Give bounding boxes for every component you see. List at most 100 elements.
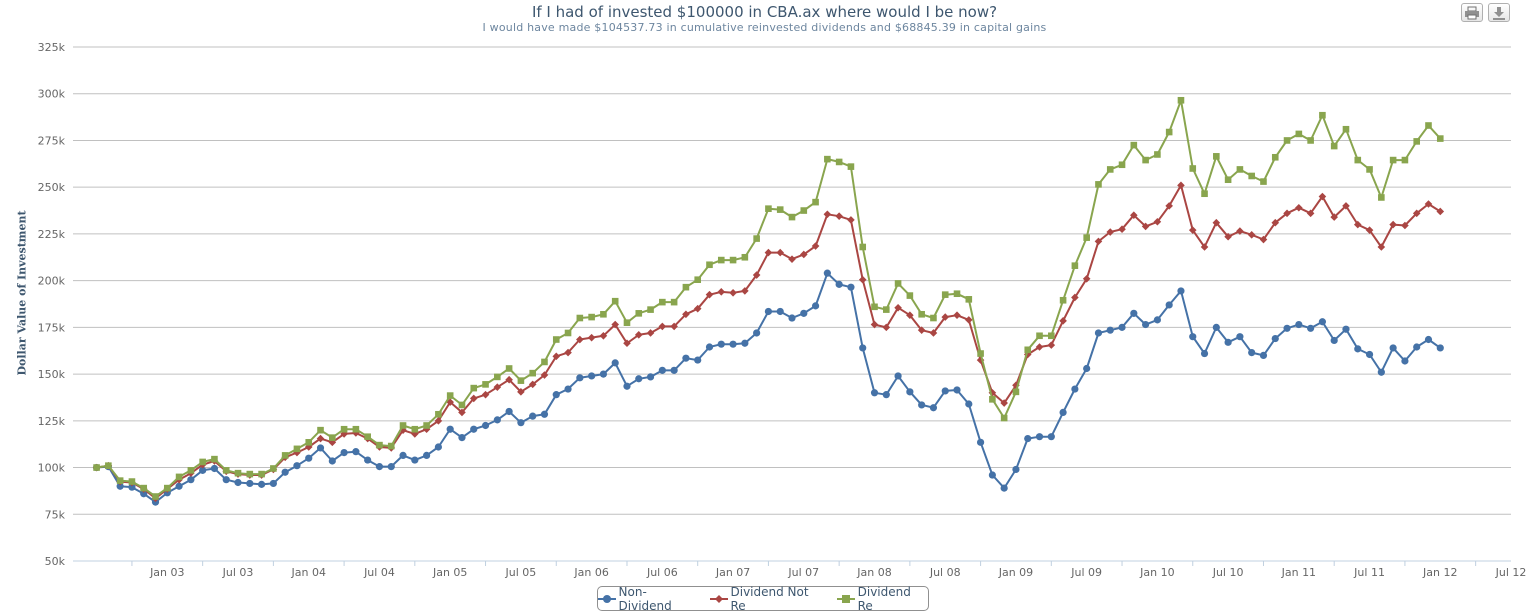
data-point xyxy=(469,394,478,403)
data-point xyxy=(1307,324,1315,332)
data-point xyxy=(1130,309,1138,317)
data-point xyxy=(116,477,124,484)
print-button[interactable] xyxy=(1461,3,1483,22)
data-point xyxy=(918,310,925,318)
data-point xyxy=(741,339,749,347)
legend-item-dividend-re[interactable]: Dividend Re xyxy=(837,585,928,613)
data-point xyxy=(1236,227,1244,235)
data-point xyxy=(364,433,371,441)
data-point xyxy=(1047,433,1055,441)
legend-item-non-dividend[interactable]: Non-Dividend xyxy=(598,585,698,613)
data-point xyxy=(1082,274,1091,283)
data-point xyxy=(1118,225,1126,234)
data-point xyxy=(1236,333,1244,341)
data-point xyxy=(717,288,726,296)
data-point xyxy=(953,311,961,320)
circle-marker-icon xyxy=(598,594,616,603)
data-point xyxy=(1436,344,1444,352)
data-point xyxy=(270,465,277,472)
data-point xyxy=(541,358,548,366)
data-point xyxy=(776,206,784,213)
data-point xyxy=(411,430,419,438)
data-point xyxy=(1035,433,1044,441)
data-point xyxy=(540,371,549,379)
legend-label: Dividend Not Re xyxy=(730,584,809,613)
data-point xyxy=(882,391,890,399)
data-point xyxy=(234,478,242,487)
data-point xyxy=(246,479,254,488)
data-point xyxy=(870,389,879,397)
data-point xyxy=(753,329,761,337)
data-point xyxy=(847,283,855,291)
y-tick-label: 225k xyxy=(38,228,66,241)
data-point xyxy=(328,457,336,465)
data-point xyxy=(1224,232,1232,241)
x-tick-label: Jan 09 xyxy=(998,566,1033,579)
data-point xyxy=(576,374,584,382)
data-point xyxy=(682,283,690,291)
data-point xyxy=(1424,335,1433,344)
data-point xyxy=(505,365,513,372)
data-point xyxy=(222,467,230,474)
data-point xyxy=(246,470,254,478)
data-point xyxy=(423,451,431,459)
x-tick-label: Jul 07 xyxy=(787,566,819,579)
data-point xyxy=(434,417,443,425)
data-point xyxy=(1283,137,1291,144)
legend: Non-Dividend Dividend Not Re Dividend Re xyxy=(597,584,929,613)
data-point xyxy=(1259,235,1268,244)
data-point xyxy=(859,344,867,352)
data-point xyxy=(858,275,867,284)
data-point xyxy=(482,381,489,388)
data-point xyxy=(918,401,926,409)
legend-item-dividend-not-re[interactable]: Dividend Not Re xyxy=(709,584,825,613)
data-point xyxy=(965,296,973,303)
data-point xyxy=(305,439,313,446)
data-point xyxy=(494,373,501,381)
data-point xyxy=(1412,209,1421,218)
data-point xyxy=(1389,344,1397,352)
data-point xyxy=(623,382,631,390)
y-tick-label: 275k xyxy=(38,134,66,147)
data-point xyxy=(824,155,831,163)
data-point xyxy=(682,310,690,319)
x-tick-label: Jan 07 xyxy=(715,566,750,579)
data-point xyxy=(870,320,879,329)
data-point xyxy=(823,210,832,219)
export-button[interactable] xyxy=(1488,3,1510,22)
data-point xyxy=(434,443,442,451)
data-point xyxy=(1165,202,1173,210)
data-point xyxy=(894,303,902,312)
data-point xyxy=(1142,156,1149,164)
data-point xyxy=(422,425,431,434)
data-point xyxy=(859,243,867,251)
data-point xyxy=(1401,156,1409,164)
x-tick-label: Jan 03 xyxy=(149,566,184,579)
data-point xyxy=(894,372,902,380)
data-point xyxy=(1118,161,1126,169)
data-point xyxy=(788,255,796,263)
data-point xyxy=(375,463,384,471)
data-point xyxy=(517,419,525,427)
data-point xyxy=(1318,318,1327,326)
y-tick-label: 200k xyxy=(38,275,66,288)
data-point xyxy=(1283,209,1291,218)
data-point xyxy=(1413,343,1421,351)
data-point xyxy=(175,473,183,481)
data-point xyxy=(611,320,619,329)
data-point xyxy=(1224,338,1232,346)
data-point xyxy=(505,375,513,384)
data-point xyxy=(600,310,607,318)
data-point xyxy=(199,458,206,466)
x-tick-label: Jan 06 xyxy=(573,566,608,579)
data-point xyxy=(505,407,513,416)
data-point xyxy=(647,306,654,313)
data-point xyxy=(670,322,678,331)
data-point xyxy=(493,383,502,391)
data-point xyxy=(1283,324,1291,332)
x-tick-label: Jul 06 xyxy=(646,566,678,579)
data-point xyxy=(1342,325,1350,333)
data-point xyxy=(140,484,148,492)
y-tick-label: 250k xyxy=(38,181,66,194)
data-point xyxy=(1330,142,1338,150)
